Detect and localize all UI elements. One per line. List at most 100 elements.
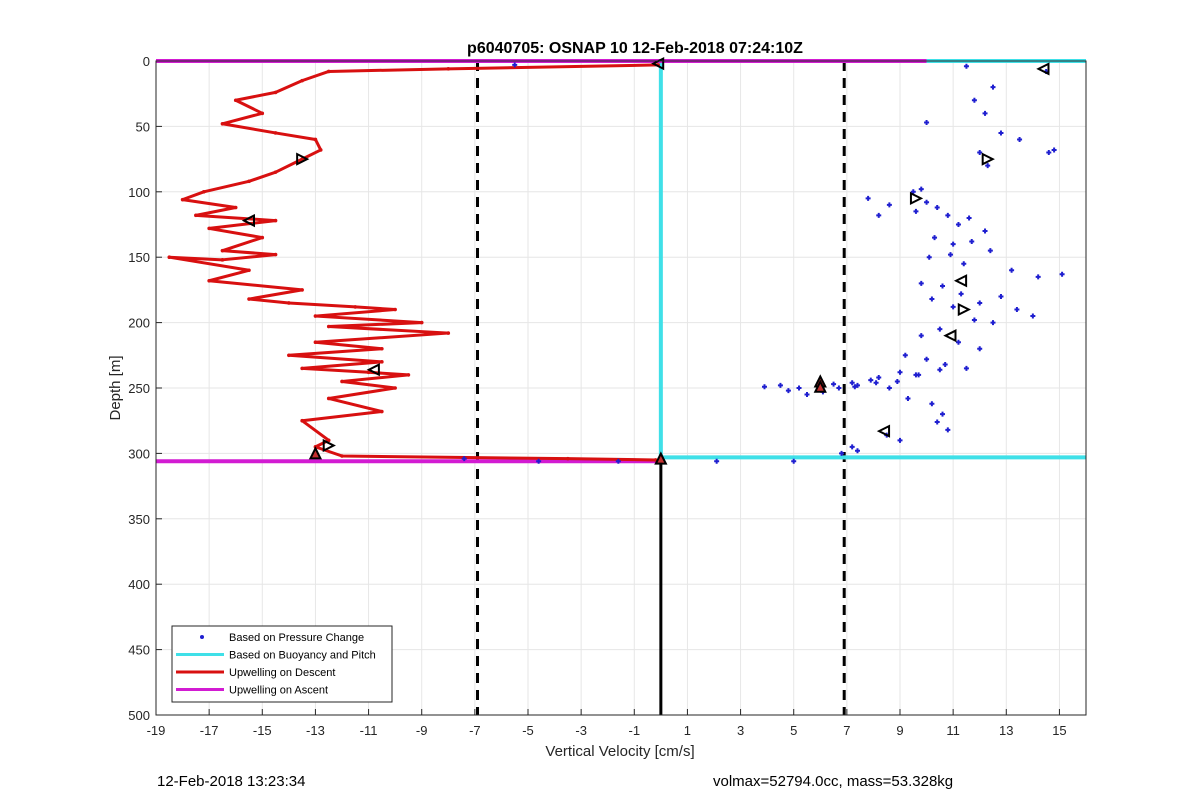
y-tick-label: 400: [128, 577, 150, 592]
descent-point: [300, 157, 304, 161]
descent-point: [273, 90, 278, 95]
up-triangle-marker: [654, 451, 668, 465]
descent-point: [273, 170, 278, 174]
pressure-change-point: [897, 369, 903, 375]
descent-point: [220, 258, 225, 262]
pressure-change-point: [461, 456, 467, 462]
pressure-change-point: [1051, 147, 1057, 153]
pressure-change-point: [924, 356, 930, 362]
descent-point: [393, 386, 397, 390]
pressure-change-point: [512, 62, 518, 68]
y-tick-label: 350: [128, 512, 150, 527]
descent-point: [340, 454, 344, 458]
descent-point: [393, 307, 397, 312]
y-tick-label: 300: [128, 446, 150, 461]
pressure-change-point: [902, 352, 908, 358]
pressure-change-point: [945, 427, 951, 433]
pressure-change-point: [977, 346, 983, 352]
x-tick-label: 11: [946, 723, 960, 738]
descent-point: [446, 67, 451, 71]
x-tick-label: 15: [1052, 723, 1066, 738]
descent-point: [287, 301, 291, 305]
pressure-change-point: [777, 382, 783, 388]
descent-point: [340, 379, 344, 384]
pressure-change-point: [886, 385, 892, 391]
descent-point: [273, 218, 278, 223]
descent-point: [318, 148, 323, 152]
descent-point: [300, 366, 304, 371]
chart-title: p6040705: OSNAP 10 12-Feb-2018 07:24:10Z: [467, 40, 803, 57]
descent-point: [260, 111, 265, 116]
pressure-change-point: [942, 361, 948, 367]
descent-point: [220, 121, 225, 126]
up-triangle-marker: [308, 446, 323, 460]
pressure-change-point: [998, 130, 1004, 136]
y-tick-label: 0: [143, 54, 150, 69]
pressure-change-point: [849, 380, 855, 386]
pressure-change-point: [536, 458, 542, 464]
pressure-change-point: [905, 395, 911, 401]
pressure-change-point: [926, 254, 932, 260]
x-tick-label: -15: [253, 723, 272, 738]
pressure-change-point: [929, 401, 935, 407]
pressure-change-point: [937, 326, 943, 332]
pressure-change-point: [868, 377, 874, 383]
x-tick-label: 7: [843, 723, 850, 738]
pressure-change-point: [918, 333, 924, 339]
descent-point: [326, 438, 331, 443]
pressure-change-point: [947, 252, 953, 258]
pressure-change-point: [940, 411, 946, 417]
descent-point: [167, 255, 172, 259]
pressure-change-point: [950, 241, 956, 247]
pressure-change-point: [913, 208, 919, 214]
grid: [155, 60, 1086, 716]
right-triangle-marker: [322, 438, 336, 453]
reference-lines: [476, 61, 846, 715]
pressure-change-point: [934, 419, 940, 425]
descent-point: [380, 346, 384, 351]
pressure-change-point: [918, 280, 924, 286]
pressure-change-point: [934, 204, 940, 210]
pressure-change-point: [929, 296, 935, 302]
pressure-change-point: [950, 304, 956, 310]
descent-point: [446, 331, 451, 335]
legend-label: Upwelling on Ascent: [229, 685, 328, 697]
x-tick-label: -7: [469, 723, 481, 738]
pressure-change-point: [961, 261, 967, 267]
descent-point: [287, 353, 291, 358]
y-axis-label: Depth [m]: [107, 355, 124, 420]
left-triangle-marker: [953, 274, 968, 288]
pressure-change-point: [971, 317, 977, 323]
pressure-change-point: [924, 199, 930, 205]
descent-point: [313, 137, 318, 142]
descent-point: [220, 248, 225, 253]
footer-timestamp: 12-Feb-2018 13:23:34: [157, 773, 306, 790]
descent-point: [260, 235, 265, 240]
pressure-change-point: [791, 458, 797, 464]
descent-point: [313, 340, 318, 345]
pressure-change-point: [836, 385, 842, 391]
y-tick-label: 200: [128, 316, 150, 331]
descent-point: [366, 370, 371, 375]
descent-point: [247, 297, 251, 301]
descent-point: [247, 179, 251, 184]
pressure-change-point: [955, 222, 961, 227]
descent-point: [326, 324, 331, 329]
pressure-change-point: [998, 293, 1004, 299]
x-tick-label: -3: [575, 723, 587, 738]
pressure-change-point: [940, 283, 946, 289]
pressure-change-point: [937, 367, 943, 373]
pressure-change-point: [969, 239, 975, 245]
right-triangle-marker: [981, 152, 995, 166]
pressure-change-point: [761, 384, 767, 390]
descent-point: [326, 69, 331, 74]
x-tick-label: -5: [522, 723, 534, 738]
y-tick-label: 100: [128, 185, 150, 200]
descent-point: [194, 213, 198, 218]
descent-point: [273, 131, 278, 135]
pressure-change-point: [615, 458, 621, 464]
pressure-change-point: [1009, 267, 1015, 273]
descent-point: [247, 268, 251, 273]
descent-point: [202, 190, 206, 194]
y-tick-label: 500: [128, 708, 150, 723]
